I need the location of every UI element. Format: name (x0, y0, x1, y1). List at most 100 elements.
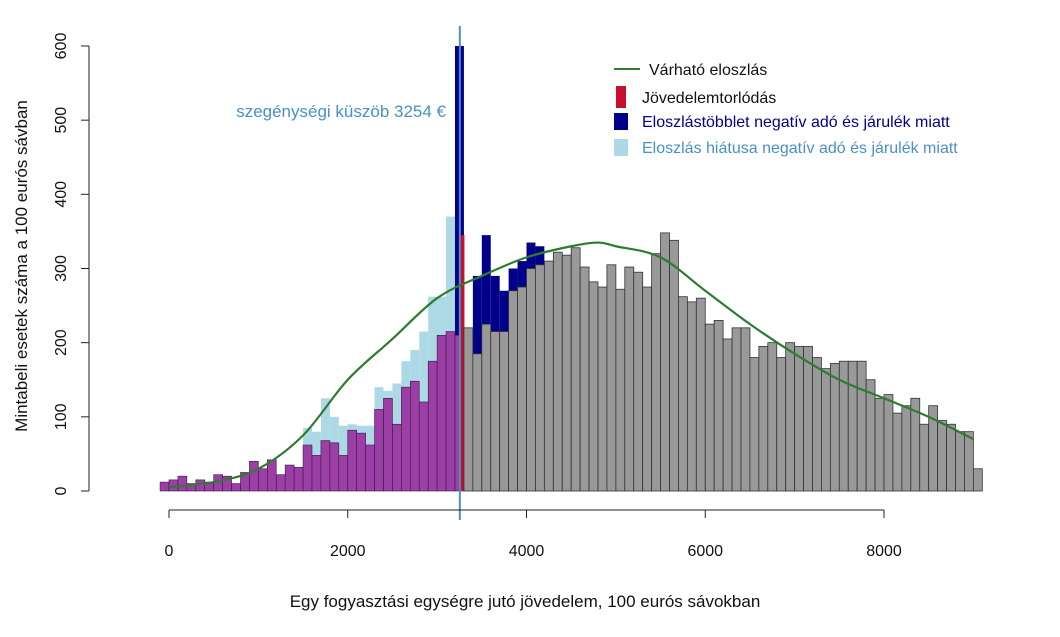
threshold-label: szegénységi küszöb 3254 € (236, 102, 446, 121)
above-threshold-bar (758, 345, 769, 492)
legend-label-expected: Várható eloszlás (649, 62, 767, 79)
x-tick-label: 0 (165, 543, 174, 560)
above-threshold-bar (606, 264, 617, 492)
congestion-bar (459, 235, 465, 491)
below-threshold-bar (383, 397, 393, 492)
y-tick-label: 300 (53, 255, 70, 282)
below-threshold-bar (356, 432, 366, 492)
above-threshold-bar (579, 266, 590, 492)
y-axis-title: Mintabeli esetek száma a 100 eurós sávba… (12, 100, 31, 432)
above-threshold-bar (883, 394, 894, 492)
below-threshold-bar (401, 386, 411, 492)
below-threshold-bar (338, 455, 349, 492)
below-threshold-bar (311, 455, 322, 492)
x-axis-title: Egy fogyasztási egységre jutó jövedelem,… (290, 592, 761, 611)
above-threshold-bar (803, 345, 813, 492)
above-threshold-bar (865, 379, 876, 492)
below-threshold-bar (275, 474, 286, 492)
above-threshold-bar (704, 323, 715, 492)
below-threshold-bar (374, 409, 384, 492)
above-threshold-bar (463, 327, 474, 492)
above-threshold-bar (481, 323, 492, 492)
above-threshold-bar (785, 342, 796, 492)
below-threshold-bar (231, 483, 241, 492)
y-tick-label: 400 (53, 181, 70, 208)
above-threshold-bar (740, 327, 751, 492)
above-threshold-bar (633, 271, 644, 492)
above-threshold-bar (722, 338, 733, 492)
above-threshold-bar (972, 468, 983, 492)
legend-swatch-gap (614, 139, 628, 156)
y-tick-label: 0 (53, 486, 70, 495)
above-threshold-bar (713, 320, 724, 492)
below-threshold-bar (329, 442, 340, 492)
above-threshold-bar (678, 296, 688, 492)
legend-label-congestion: Jövedelemtorlódás (642, 90, 776, 107)
above-threshold-bar (508, 290, 518, 492)
legend-swatch-surplus (614, 113, 628, 130)
above-threshold-bar (812, 357, 822, 492)
y-tick-label: 200 (53, 329, 70, 356)
below-threshold-bar (267, 459, 277, 492)
below-threshold-bar (159, 481, 170, 492)
above-threshold-bar (552, 251, 563, 492)
above-threshold-bar (749, 357, 760, 492)
x-tick-label: 2000 (330, 543, 366, 560)
below-threshold-bar (249, 461, 259, 492)
above-threshold-bar (490, 331, 501, 492)
above-threshold-bar (946, 423, 956, 492)
above-threshold-bar (615, 288, 626, 492)
below-threshold-bar (258, 468, 268, 492)
above-threshold-bar (686, 301, 697, 492)
x-tick-label: 6000 (687, 543, 723, 560)
above-threshold-bar (955, 431, 965, 492)
below-threshold-bar (365, 444, 375, 492)
above-threshold-bar (856, 360, 867, 492)
above-threshold-bar (695, 297, 706, 492)
above-threshold-bar (767, 342, 778, 492)
above-threshold-bar (642, 286, 653, 492)
y-tick-label: 100 (53, 403, 70, 430)
y-tick-label: 500 (53, 107, 70, 134)
legend: Várható eloszlás Jövedelemtorlódás Elosz… (614, 62, 958, 157)
above-threshold-bar (526, 268, 536, 492)
above-threshold-bar (570, 247, 581, 492)
above-threshold-bar (776, 357, 787, 492)
above-threshold-bar (543, 260, 554, 492)
above-threshold-bar (937, 420, 947, 492)
above-threshold-bar (847, 360, 858, 492)
legend-label-surplus: Eloszlástöbblet negatív adó és járulék m… (642, 114, 950, 131)
above-threshold-bar (660, 232, 670, 492)
below-threshold-bar (177, 475, 188, 492)
legend-label-gap: Eloszlás hiátusa negatív adó és járulék … (642, 140, 958, 157)
above-threshold-bar (588, 281, 599, 492)
expected-curve-layer (168, 241, 974, 489)
below-threshold-bar (427, 360, 438, 492)
x-tick-label: 8000 (866, 543, 902, 560)
below-threshold-bar (293, 466, 304, 492)
legend-swatch-congestion (616, 86, 626, 108)
below-threshold-bar (320, 440, 331, 492)
below-threshold-bar (284, 464, 295, 492)
above-threshold-bar (794, 345, 804, 492)
below-threshold-bar (410, 380, 420, 492)
above-threshold-bar (919, 423, 930, 492)
above-threshold-bar (874, 397, 885, 492)
below-threshold-bar (445, 331, 456, 492)
below-threshold-bar (168, 479, 179, 492)
above-threshold-bar (731, 327, 742, 492)
above-threshold-bar (821, 368, 831, 492)
above-threshold-bar (517, 286, 527, 492)
below-threshold-bar (302, 444, 313, 492)
y-tick-label: 600 (53, 33, 70, 60)
expected-distribution-curve (168, 241, 974, 489)
below-threshold-bar (418, 401, 429, 492)
below-threshold-bar (392, 423, 402, 492)
income-bars (159, 232, 983, 492)
below-threshold-bar (347, 429, 357, 492)
above-threshold-bar (651, 253, 661, 492)
above-threshold-bar (669, 239, 679, 492)
above-threshold-bar (472, 353, 483, 492)
above-threshold-bar (535, 264, 545, 492)
